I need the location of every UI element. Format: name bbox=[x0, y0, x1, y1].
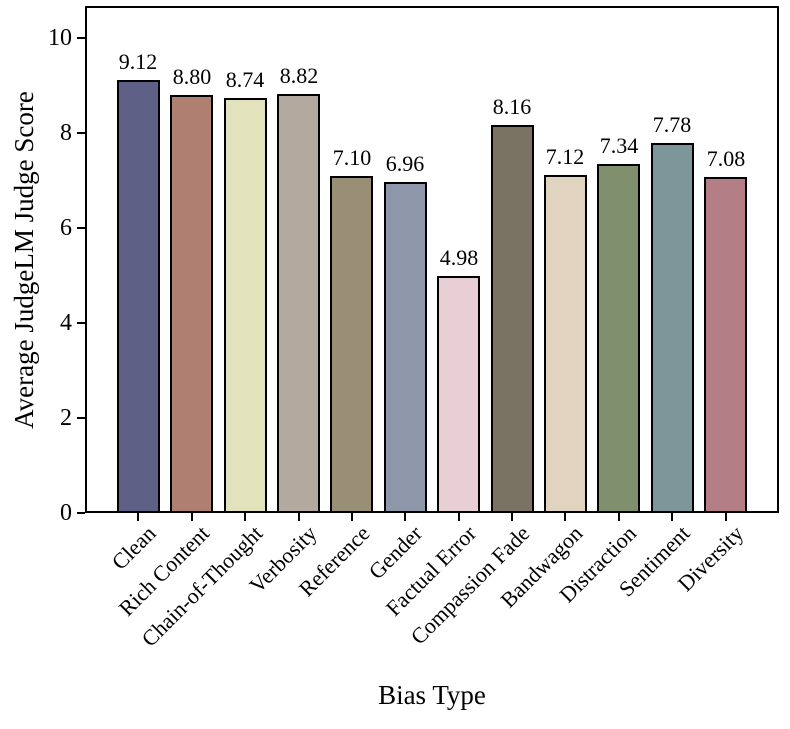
bar bbox=[544, 175, 587, 513]
bar-value-label: 7.78 bbox=[652, 112, 692, 137]
x-tick bbox=[351, 513, 353, 521]
x-tick bbox=[244, 513, 246, 521]
bar bbox=[491, 125, 534, 513]
x-tick bbox=[404, 513, 406, 521]
y-tick-label: 10 bbox=[48, 25, 72, 51]
bar-value-label: 8.74 bbox=[225, 67, 265, 92]
y-tick-label: 0 bbox=[60, 500, 72, 526]
x-tick bbox=[137, 513, 139, 521]
bar-value-label: 6.96 bbox=[385, 151, 425, 176]
x-axis-title: Bias Type bbox=[378, 680, 486, 710]
x-tick bbox=[725, 513, 727, 521]
y-tick bbox=[77, 322, 85, 324]
bar-value-label: 7.34 bbox=[599, 133, 639, 158]
bar bbox=[651, 143, 694, 513]
bar bbox=[117, 80, 160, 513]
x-tick bbox=[191, 513, 193, 521]
x-tick bbox=[298, 513, 300, 521]
bar-value-label: 9.12 bbox=[118, 49, 158, 74]
bar bbox=[277, 94, 320, 513]
y-tick-label: 6 bbox=[60, 215, 72, 241]
bar-value-label: 8.82 bbox=[279, 63, 319, 88]
y-tick bbox=[77, 132, 85, 134]
bar bbox=[437, 276, 480, 513]
x-tick bbox=[618, 513, 620, 521]
y-tick-label: 4 bbox=[60, 310, 72, 336]
bar bbox=[597, 164, 640, 513]
bar bbox=[170, 95, 213, 513]
bar-value-label: 7.10 bbox=[332, 145, 372, 170]
x-tick bbox=[564, 513, 566, 521]
x-tick bbox=[671, 513, 673, 521]
bar bbox=[704, 177, 747, 513]
y-tick-label: 2 bbox=[60, 405, 72, 431]
y-tick bbox=[77, 227, 85, 229]
bar bbox=[384, 182, 427, 513]
bar-value-label: 7.08 bbox=[706, 146, 746, 171]
bar-value-label: 8.80 bbox=[172, 64, 212, 89]
x-tick bbox=[511, 513, 513, 521]
x-tick bbox=[458, 513, 460, 521]
bar-value-label: 7.12 bbox=[545, 144, 585, 169]
y-tick bbox=[77, 417, 85, 419]
bar-value-label: 4.98 bbox=[439, 245, 479, 270]
y-tick bbox=[77, 512, 85, 514]
y-tick bbox=[77, 37, 85, 39]
bar bbox=[224, 98, 267, 513]
bar-value-label: 8.16 bbox=[492, 94, 532, 119]
bar bbox=[330, 176, 373, 513]
y-tick-label: 8 bbox=[60, 120, 72, 146]
